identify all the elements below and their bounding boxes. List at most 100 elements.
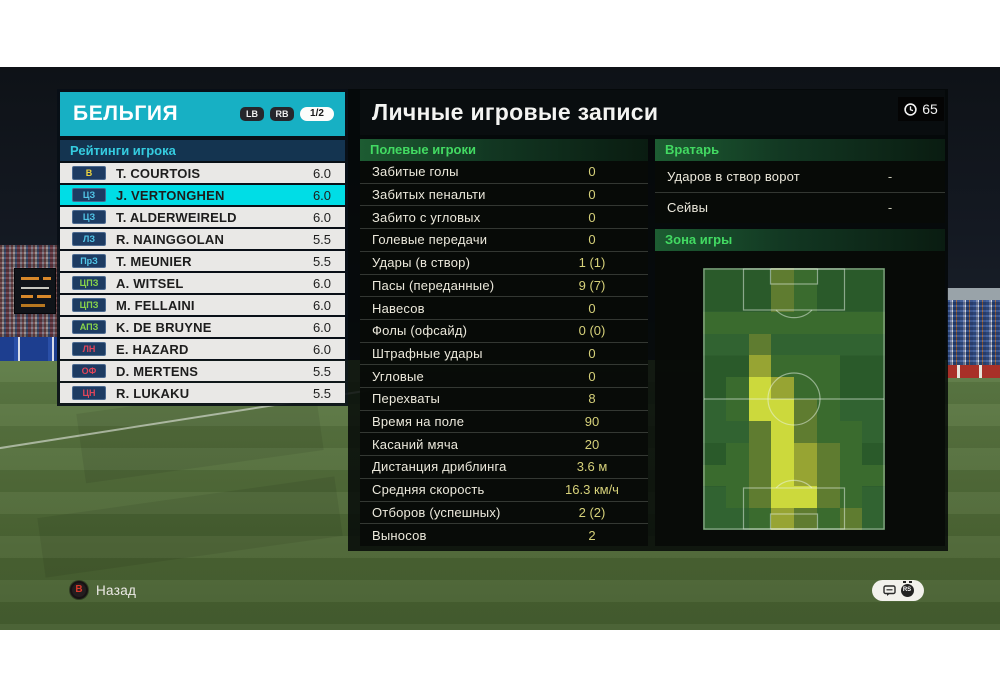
- heat-cell: [771, 420, 794, 443]
- player-row[interactable]: ОФ D. MERTENS 5.5: [60, 361, 345, 381]
- stat-row: Отборов (успешных) 2 (2): [360, 502, 648, 525]
- heat-cell: [725, 311, 749, 334]
- team-name: БЕЛЬГИЯ: [73, 102, 179, 125]
- player-rating: 6.0: [312, 187, 332, 203]
- heat-cell: [839, 420, 863, 443]
- stat-label: Голевые передачи: [372, 232, 488, 248]
- stat-row: Ударов в створ ворот -: [655, 161, 945, 193]
- heat-cell: [816, 399, 840, 421]
- player-rating: 5.5: [312, 385, 332, 401]
- stat-value: 0: [588, 187, 596, 203]
- player-name: T. MEUNIER: [116, 253, 192, 269]
- heat-cell: [839, 486, 863, 509]
- player-rating: 5.5: [312, 363, 332, 379]
- heat-cell: [748, 355, 772, 378]
- heat-cell: [748, 508, 772, 530]
- player-rating: 5.5: [312, 253, 332, 269]
- zone-header: Зона игры: [655, 229, 945, 251]
- stat-row: Голевые передачи 0: [360, 229, 648, 252]
- stat-row: Забитые голы 0: [360, 161, 648, 184]
- heat-cell: [794, 486, 817, 509]
- position-badge: ЛН: [72, 342, 106, 356]
- player-row[interactable]: ЛН E. HAZARD 6.0: [60, 339, 345, 359]
- field-players-header: Полевые игроки: [360, 139, 648, 161]
- goalkeeper-header: Вратарь: [655, 139, 945, 161]
- goalkeeper-table: Ударов в створ ворот - Сейвы -: [655, 161, 945, 223]
- player-row[interactable]: ПрЗ T. MEUNIER 5.5: [60, 251, 345, 271]
- heat-cell: [725, 377, 749, 399]
- footer-button-pill[interactable]: RS: [872, 580, 924, 601]
- stat-row: Штрафные удары 0: [360, 343, 648, 366]
- stat-value: 9 (7): [578, 277, 606, 293]
- position-badge: ЛЗ: [72, 232, 106, 246]
- stat-value: -: [887, 168, 893, 184]
- position-badge: ЦПЗ: [72, 276, 106, 290]
- player-rating: 6.0: [312, 319, 332, 335]
- position-badge: В: [72, 166, 106, 180]
- player-row[interactable]: ЦПЗ M. FELLAINI 6.0: [60, 295, 345, 315]
- stat-label: Сейвы: [667, 200, 709, 216]
- player-name: K. DE BRUYNE: [116, 319, 212, 335]
- heat-cell: [816, 442, 840, 465]
- stat-value: 2: [588, 527, 596, 543]
- stat-value: 0: [588, 300, 596, 316]
- heat-cell: [839, 508, 863, 530]
- heat-cell: [839, 464, 863, 487]
- ratings-list-header: Рейтинги игрока: [60, 140, 345, 161]
- heat-cell: [725, 442, 749, 465]
- stat-value: 20: [584, 436, 600, 452]
- player-row[interactable]: ЛЗ R. NAINGGOLAN 5.5: [60, 229, 345, 249]
- player-row[interactable]: В T. COURTOIS 6.0: [60, 163, 345, 183]
- stat-row: Навесов 0: [360, 297, 648, 320]
- heatmap-pitch: [703, 268, 885, 530]
- clock-icon: [904, 102, 917, 116]
- player-rating: 6.0: [312, 209, 332, 225]
- player-rating: 6.0: [312, 297, 332, 313]
- heat-cell: [703, 311, 726, 334]
- stat-value: 0: [588, 164, 596, 180]
- player-row[interactable]: ЦН R. LUKAKU 5.5: [60, 383, 345, 403]
- stat-value: 90: [584, 414, 600, 430]
- lb-button[interactable]: LB: [240, 107, 264, 121]
- player-rating: 5.5: [312, 231, 332, 247]
- player-name: T. COURTOIS: [116, 165, 201, 181]
- stat-row: Средняя скорость 16.3 км/ч: [360, 479, 648, 502]
- player-row[interactable]: АПЗ K. DE BRUYNE 6.0: [60, 317, 345, 337]
- player-rating: 6.0: [312, 165, 332, 181]
- stat-value: 3.6 м: [576, 459, 608, 475]
- stat-label: Забито с угловых: [372, 209, 481, 225]
- heat-cell: [816, 311, 840, 334]
- heat-cell: [771, 486, 794, 509]
- player-row[interactable]: ЦПЗ A. WITSEL 6.0: [60, 273, 345, 293]
- right-stick-icon: RS: [900, 581, 914, 597]
- chat-icon: [882, 584, 896, 596]
- stat-value: 1 (1): [578, 255, 606, 271]
- heat-cell: [748, 399, 772, 421]
- player-name: R. LUKAKU: [116, 385, 190, 401]
- stadium-roof-right: [947, 288, 1000, 300]
- heat-cell: [748, 486, 772, 509]
- stat-label: Удары (в створ): [372, 255, 471, 271]
- player-row[interactable]: ЦЗ T. ALDERWEIRELD 6.0: [60, 207, 345, 227]
- back-control[interactable]: B Назад: [70, 581, 136, 599]
- player-row[interactable]: ЦЗ J. VERTONGHEN 6.0: [60, 185, 345, 205]
- player-rating: 6.0: [312, 341, 332, 357]
- stat-row: Время на поле 90: [360, 411, 648, 434]
- player-name: R. NAINGGOLAN: [116, 231, 225, 247]
- page-indicator: 1/2: [300, 107, 334, 121]
- stat-value: 0: [588, 368, 596, 384]
- heat-cell: [771, 442, 794, 465]
- heat-cell: [748, 442, 772, 465]
- player-name: T. ALDERWEIRELD: [116, 209, 237, 225]
- clock-value: 65: [922, 101, 938, 117]
- stat-row: Пасы (переданные) 9 (7): [360, 275, 648, 298]
- stat-row: Фолы (офсайд) 0 (0): [360, 320, 648, 343]
- heat-cell: [862, 464, 885, 487]
- heat-cell: [794, 355, 817, 378]
- stat-label: Ударов в створ ворот: [667, 168, 800, 184]
- position-badge: ОФ: [72, 364, 106, 378]
- stat-label: Средняя скорость: [372, 482, 485, 498]
- rb-button[interactable]: RB: [270, 107, 294, 121]
- stat-label: Отборов (успешных): [372, 504, 501, 520]
